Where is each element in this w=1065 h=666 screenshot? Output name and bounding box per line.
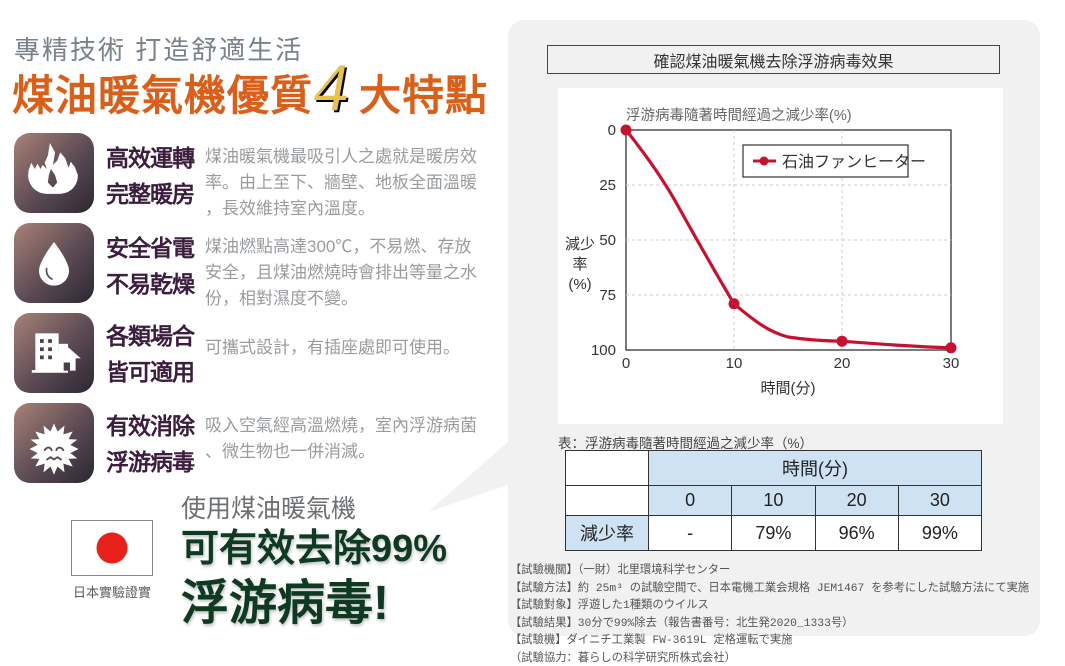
svg-text:75: 75 [599, 287, 616, 304]
svg-text:0: 0 [608, 122, 616, 139]
svg-text:0: 0 [622, 355, 630, 372]
svg-text:25: 25 [599, 177, 616, 194]
svg-text:30: 30 [943, 355, 960, 372]
svg-text:石油ファンヒーター: 石油ファンヒーター [782, 153, 926, 171]
svg-text:20: 20 [834, 355, 851, 372]
svg-text:50: 50 [599, 232, 616, 249]
svg-text:時間(分): 時間(分) [761, 380, 816, 397]
svg-text:浮游病毒隨著時間經過之減少率(%): 浮游病毒隨著時間經過之減少率(%) [626, 107, 852, 124]
svg-text:10: 10 [726, 355, 743, 372]
svg-text:4: 4 [314, 49, 348, 125]
svg-text:100: 100 [591, 342, 616, 359]
